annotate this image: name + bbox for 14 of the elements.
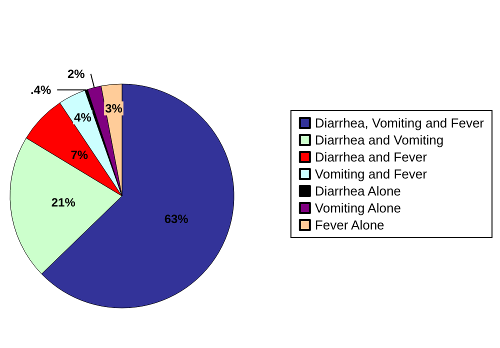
legend-label: Diarrhea and Vomiting bbox=[314, 132, 444, 148]
data-label: 21% bbox=[51, 196, 76, 210]
legend-label: Fever Alone bbox=[314, 218, 384, 232]
data-label: 7% bbox=[70, 148, 88, 162]
legend-label: Vomiting Alone bbox=[314, 200, 401, 216]
data-label: 63% bbox=[164, 212, 189, 226]
data-label: 2% bbox=[67, 66, 86, 81]
legend-label: Diarrhea Alone bbox=[314, 184, 401, 198]
data-label: .4% bbox=[30, 82, 52, 97]
legend-label: Diarrhea and Fever bbox=[314, 150, 428, 164]
data-label: 3% bbox=[105, 101, 123, 116]
legend-label: Diarrhea, Vomiting and Fever bbox=[314, 116, 485, 130]
legend-label: Vomiting and Fever bbox=[314, 166, 428, 182]
data-label: 4% bbox=[74, 110, 92, 124]
